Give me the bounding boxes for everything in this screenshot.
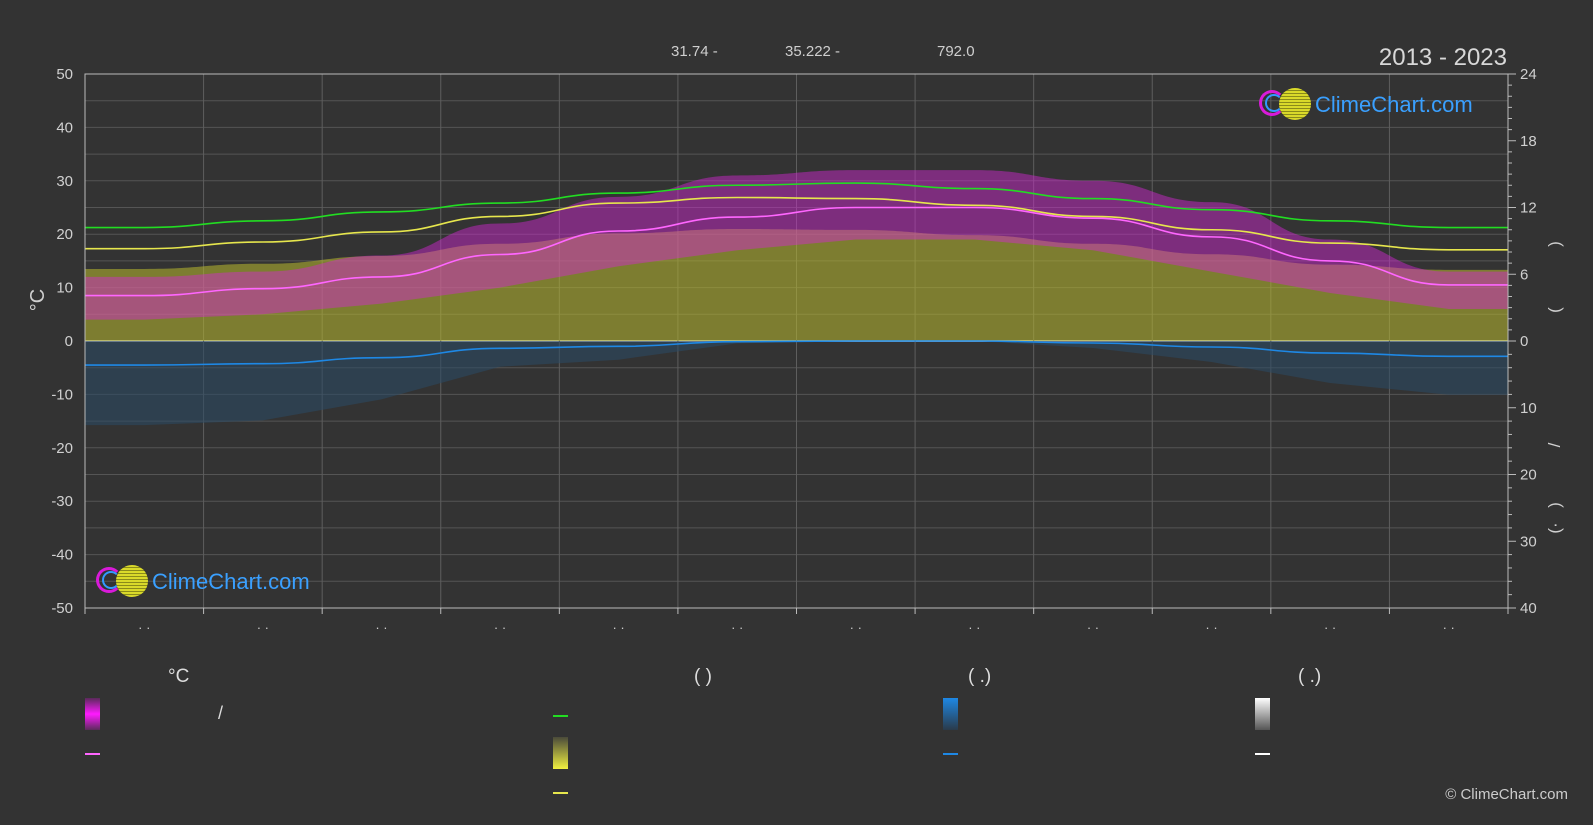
logo-top[interactable]: ClimeChart.com	[1259, 88, 1473, 122]
y-right-axis-label-part: (	[1545, 307, 1564, 313]
data-lines	[84, 182, 1508, 366]
y-right-top-tick-label: 12	[1520, 200, 1537, 217]
sunshine-area	[85, 229, 1508, 341]
y-left-tick-label: -50	[51, 600, 73, 617]
y-left-tick-label: -30	[51, 493, 73, 510]
logo-text: ClimeChart.com	[1315, 92, 1473, 117]
legend-swatch-sunshine-area	[553, 737, 568, 769]
y-right-bottom-tick-label: 20	[1520, 467, 1537, 484]
legend-swatch-rain	[943, 698, 958, 730]
x-tick-label: · ·	[850, 620, 862, 635]
y-left-tick-label: -10	[51, 386, 73, 403]
copyright: © ClimeChart.com	[1445, 786, 1568, 803]
legend-title-rain: ( .)	[968, 666, 992, 687]
y-right-axis-label-part: )	[1545, 241, 1564, 247]
temperature-range-band	[85, 170, 1508, 320]
x-tick-label: · ·	[968, 620, 980, 635]
legend-title-temperature: °C	[168, 666, 190, 687]
y-right-top-tick-label: 6	[1520, 266, 1528, 283]
legend-swatch-temp-mean	[85, 753, 100, 755]
y-right-bottom-tick-label: 40	[1520, 600, 1537, 617]
y-left-axis-label: °C	[27, 289, 49, 311]
y-left-tick-label: 20	[56, 226, 73, 243]
x-tick-label: · ·	[612, 620, 624, 635]
legend-swatch-daylight	[553, 715, 568, 717]
x-tick-label: · ·	[731, 620, 743, 635]
y-right-top-tick-label: 0	[1520, 333, 1528, 350]
y-right-top-tick-label: 18	[1520, 133, 1537, 150]
y-left-tick-label: 50	[56, 66, 73, 83]
logo-bottom[interactable]: ClimeChart.com	[96, 565, 310, 599]
x-tick-label: · ·	[1087, 620, 1099, 635]
y-left-tick-label: -20	[51, 440, 73, 457]
legend-swatch-sunshine-mean	[553, 792, 568, 794]
period-label: 2013 - 2023	[1378, 44, 1507, 71]
header-stat-2: 35.222 -	[785, 43, 841, 60]
temperature-mean-line	[84, 206, 1508, 297]
legend-swatch-temp-range	[85, 698, 100, 730]
y-right-bottom-tick-label: 30	[1520, 533, 1537, 550]
x-tick-label: · ·	[1324, 620, 1336, 635]
rain-mean-line	[85, 340, 1508, 366]
logo-text: ClimeChart.com	[152, 569, 310, 594]
y-right-axis-label-part: /	[1545, 442, 1564, 447]
x-tick-label: · ·	[1443, 620, 1455, 635]
y-right-axis-label-part: (·	[1545, 522, 1564, 533]
legend-title-sunshine: ( )	[694, 666, 712, 687]
legend-swatch-snow	[1255, 698, 1270, 730]
y-left-tick-label: 30	[56, 173, 73, 190]
sunshine-line	[84, 196, 1508, 251]
daylight-line	[85, 182, 1508, 229]
data-bands	[85, 170, 1508, 426]
rain-area	[85, 341, 1508, 426]
x-tick-label: · ·	[257, 620, 269, 635]
x-tick-label: · ·	[494, 620, 506, 635]
legend-swatch-rain-mean	[943, 753, 958, 755]
y-right-axis-label-part: )	[1545, 502, 1564, 508]
legend-swatch-snow-mean	[1255, 753, 1270, 755]
y-left-tick-label: 10	[56, 280, 73, 297]
climechart-logo-icon	[1259, 88, 1311, 122]
header-stat-3: 792.0	[937, 43, 975, 60]
x-tick-label: · ·	[138, 620, 150, 635]
y-left-tick-label: 0	[65, 333, 73, 350]
legend-title-snow: ( .)	[1298, 666, 1322, 687]
x-tick-label: · ·	[375, 620, 387, 635]
x-tick-label: · ·	[1205, 620, 1217, 635]
y-left-tick-label: -40	[51, 547, 73, 564]
legend-slash: /	[218, 703, 224, 723]
header-stat-1: 31.74 -	[671, 43, 718, 60]
y-left-tick-label: 40	[56, 119, 73, 136]
y-right-bottom-tick-label: 10	[1520, 400, 1537, 417]
chart-axes: 50 40 30 20 10 0 -10 -20 -30 -40 -50 °C 24 18 12 6 0 10 20…	[27, 66, 1564, 635]
climechart-logo-icon	[96, 565, 148, 599]
y-right-top-tick-label: 24	[1520, 66, 1537, 83]
